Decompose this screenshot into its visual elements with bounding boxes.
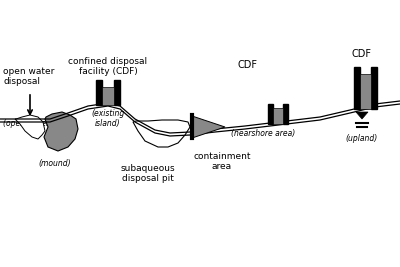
Bar [96, 80, 102, 105]
Polygon shape [15, 115, 45, 139]
Bar [102, 87, 114, 105]
Bar [268, 104, 273, 124]
Bar [114, 80, 120, 105]
Bar [371, 67, 377, 109]
Polygon shape [44, 112, 78, 151]
Text: open water
disposal: open water disposal [3, 67, 54, 87]
Polygon shape [192, 116, 225, 138]
Text: confined disposal
facility (CDF): confined disposal facility (CDF) [68, 57, 148, 76]
Text: (nearshore area): (nearshore area) [231, 129, 295, 138]
Text: (existing
island): (existing island) [91, 109, 125, 128]
Text: subaqueous
disposal pit: subaqueous disposal pit [121, 164, 175, 183]
Text: CDF: CDF [238, 60, 258, 70]
Text: (open water): (open water) [3, 120, 52, 128]
Text: containment
area: containment area [193, 152, 251, 171]
Polygon shape [356, 112, 368, 119]
Bar [283, 104, 288, 124]
Bar [354, 67, 360, 109]
Text: (mound): (mound) [39, 159, 71, 168]
Polygon shape [133, 120, 190, 147]
Text: CDF: CDF [352, 49, 372, 59]
Text: (upland): (upland) [346, 134, 378, 143]
Bar [273, 108, 283, 124]
Bar [360, 74, 371, 109]
